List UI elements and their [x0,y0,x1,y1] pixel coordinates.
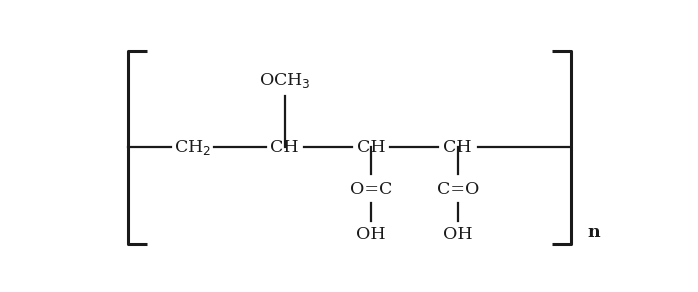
Text: OCH$_3$: OCH$_3$ [259,70,311,90]
Text: CH: CH [270,139,299,156]
Text: C=O: C=O [437,180,479,198]
Text: CH$_2$: CH$_2$ [174,138,211,157]
Text: OH: OH [357,225,386,243]
Text: O=C: O=C [350,180,392,198]
Text: n: n [588,224,600,241]
Text: CH: CH [443,139,472,156]
Text: OH: OH [443,225,473,243]
Text: CH: CH [357,139,385,156]
